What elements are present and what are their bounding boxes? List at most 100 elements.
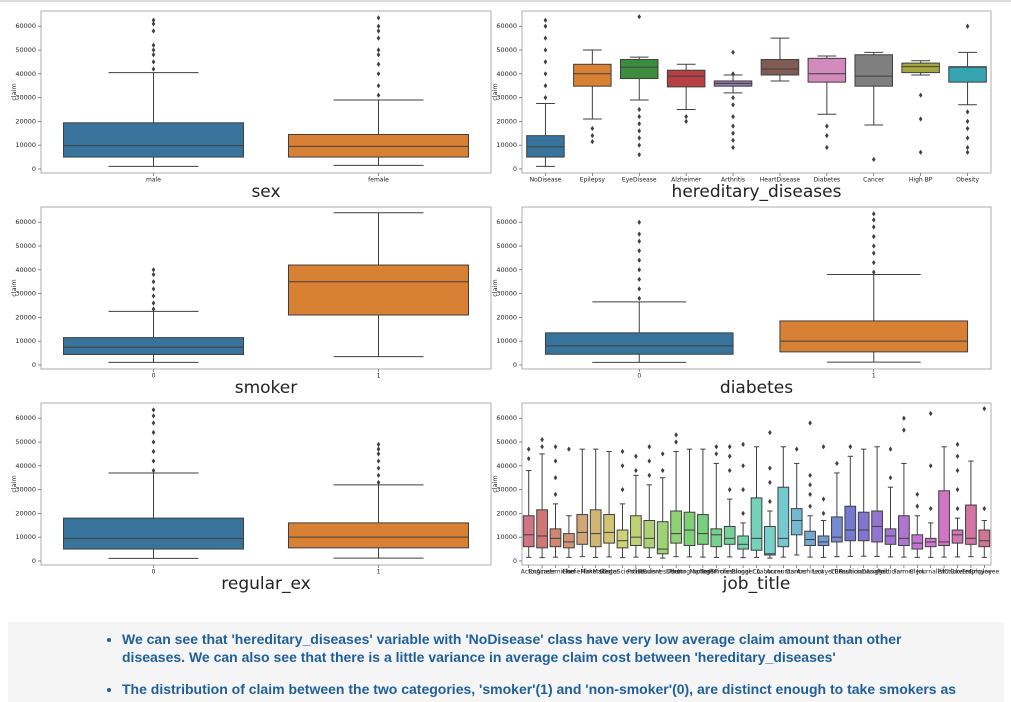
outlier: [151, 300, 156, 306]
outlier: [543, 47, 548, 53]
outlier: [982, 406, 987, 412]
y-tick-label: 10000: [15, 141, 36, 149]
outlier: [731, 71, 735, 77]
x-tick-label: FashionDesigner: [839, 569, 889, 576]
outlier: [151, 420, 156, 426]
box: [854, 54, 894, 87]
y-tick-label: 50000: [496, 242, 517, 250]
box: [938, 490, 950, 546]
y-tick-label: 0: [32, 165, 36, 173]
y-tick-label: 20000: [15, 117, 36, 125]
x-tick-label: Journalist: [916, 569, 946, 576]
box: [544, 332, 734, 355]
box: [288, 264, 469, 316]
x-tick-label: Technician: [700, 569, 733, 576]
outlier: [768, 479, 772, 486]
x-tick-label: 0: [152, 373, 156, 380]
outlier: [902, 427, 906, 433]
outlier: [918, 92, 923, 98]
x-tick-label: Beautician: [834, 569, 866, 576]
box: [683, 511, 696, 546]
y-tick-label: 40000: [15, 462, 36, 470]
outlier: [825, 144, 829, 151]
outlier: [151, 306, 156, 312]
box: [603, 514, 615, 544]
box: [750, 497, 763, 551]
box: [656, 521, 669, 555]
y-tick-label: 50000: [15, 438, 36, 446]
outlier: [376, 458, 381, 464]
outlier: [808, 503, 812, 509]
x-tick-label: Obesity: [956, 177, 979, 184]
outlier: [888, 475, 893, 481]
outlier: [928, 410, 933, 417]
plot-frame: [521, 10, 992, 174]
x-tick-label: Lawyer: [813, 569, 835, 576]
y-axis-label: claim: [10, 83, 18, 101]
box: [804, 530, 816, 546]
box: [884, 528, 897, 545]
y-tick-label: 0: [513, 361, 517, 369]
outlier: [376, 28, 381, 34]
outlier: [376, 472, 381, 478]
box: [723, 525, 736, 545]
outlier: [965, 23, 970, 29]
outlier: [637, 257, 642, 263]
x-tick-label: Engineer: [529, 569, 556, 576]
y-tick-label: 10000: [496, 337, 517, 345]
x-tick-label: EyeDisease: [622, 177, 657, 184]
x-tick-label: Cancer: [863, 177, 885, 184]
outlier: [731, 102, 735, 108]
x-tick-label: 1: [872, 373, 876, 380]
box: [911, 534, 924, 550]
outlier: [714, 451, 719, 457]
box: [948, 66, 987, 83]
outlier: [637, 106, 642, 113]
outlier: [376, 92, 381, 98]
outlier: [637, 142, 642, 148]
outlier: [637, 114, 642, 120]
x-tick-label: FilmMaker: [580, 569, 611, 576]
outlier: [376, 441, 381, 447]
y-tick-label: 50000: [496, 438, 517, 446]
box: [978, 529, 991, 548]
box: [764, 525, 776, 556]
outlier: [647, 472, 652, 478]
box: [563, 533, 575, 549]
outlier: [553, 444, 558, 450]
y-tick-label: 20000: [496, 313, 517, 321]
outlier: [674, 439, 678, 445]
outlier: [965, 125, 970, 132]
box: [63, 337, 244, 355]
outlier: [871, 243, 876, 249]
page: 0 10000 20000 30000 40000 50000 60000 claim sex m…: [0, 0, 1011, 687]
plot-frame: [40, 10, 492, 174]
y-axis-label: claim: [10, 279, 18, 297]
x-tick-label: Accountant: [766, 569, 801, 576]
y-axis-label: claim: [491, 475, 499, 493]
outlier: [151, 66, 156, 72]
outlier: [637, 219, 642, 225]
box: [965, 504, 977, 545]
outlier: [965, 118, 970, 124]
y-tick-label: 60000: [496, 218, 517, 226]
outlier: [794, 446, 799, 452]
y-axis-label: claim: [491, 279, 499, 297]
x-tick-label: male: [146, 177, 161, 184]
outlier: [808, 491, 812, 497]
x-tick-label: female: [368, 177, 389, 184]
x-tick-label: Buisnessman: [643, 569, 683, 576]
outlier: [825, 123, 829, 129]
outlier: [871, 260, 876, 266]
x-tick-label: Doctor: [666, 569, 687, 576]
box: [777, 486, 790, 548]
outlier: [543, 23, 548, 29]
outlier: [540, 444, 544, 450]
x-axis-label: diabetes: [720, 378, 793, 398]
outlier: [731, 114, 735, 120]
outlier: [526, 456, 531, 462]
y-tick-label: 60000: [496, 22, 517, 30]
box: [589, 509, 602, 548]
box: [616, 529, 629, 549]
outlier: [731, 130, 735, 136]
